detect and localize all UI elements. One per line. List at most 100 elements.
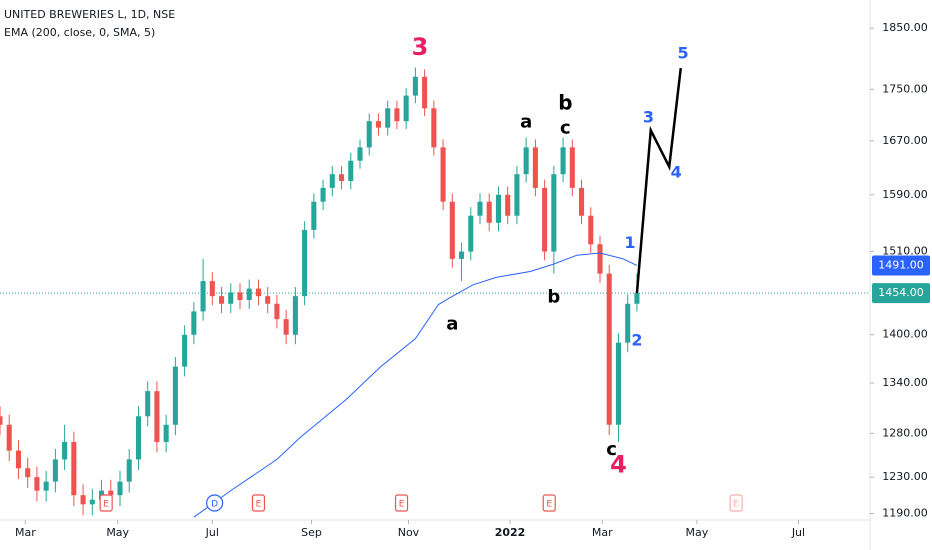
candle-body	[431, 108, 437, 148]
indicator-label: EMA (200, close, 0, SMA, 5)	[4, 26, 155, 39]
candle-body	[357, 147, 363, 161]
candle-body	[412, 76, 418, 96]
candle-body	[385, 108, 391, 128]
candle-body	[514, 174, 520, 216]
wave-label: a	[520, 111, 532, 132]
candle-body	[117, 481, 123, 496]
candle-body	[283, 319, 289, 335]
wave-label: a	[446, 314, 458, 335]
candle-body	[274, 303, 280, 320]
price-label-bg	[872, 255, 930, 276]
candle-body	[145, 391, 151, 417]
y-tick-label: 1850.00	[882, 21, 928, 34]
candle-body	[551, 174, 557, 252]
candle-body	[311, 201, 317, 230]
candle-body	[292, 296, 298, 335]
candle-body	[403, 95, 409, 122]
candle-body	[588, 215, 594, 245]
event-badge	[206, 494, 224, 512]
candle-body	[209, 281, 215, 297]
y-tick-label: 1670.00	[882, 134, 928, 147]
candle-body	[606, 273, 612, 425]
candle-body	[329, 174, 335, 188]
candle-body	[219, 296, 225, 304]
candle-body	[25, 468, 31, 478]
candle-body	[228, 292, 234, 304]
y-tick-label: 1190.00	[882, 507, 928, 520]
candle-body	[477, 201, 483, 216]
candle-body	[255, 288, 261, 297]
x-tick-label: Nov	[398, 526, 420, 539]
candle-body	[339, 174, 345, 182]
candle-body	[71, 441, 77, 496]
price-label: 1491.00	[878, 258, 924, 271]
event-badge	[394, 494, 409, 512]
event-marker: E	[542, 494, 556, 512]
event-badge	[251, 494, 266, 512]
candle-body	[495, 194, 501, 223]
candle-body	[191, 311, 197, 335]
candle-body	[265, 296, 271, 304]
wave-label: c	[606, 439, 617, 460]
y-tick-label: 1590.00	[882, 188, 928, 201]
candle-body	[394, 108, 400, 122]
event-marker: D	[206, 494, 224, 512]
candle-body	[579, 187, 585, 216]
x-tick-label: Jul	[205, 526, 219, 539]
candle-body	[135, 416, 141, 460]
event-label: E	[256, 500, 262, 510]
wave-label: 5	[678, 44, 689, 63]
candle-body	[560, 147, 566, 175]
candle-body	[0, 416, 3, 425]
candle-body	[615, 342, 621, 425]
wave-projection	[635, 67, 683, 294]
candle-body	[375, 121, 381, 128]
candle-body	[468, 215, 474, 252]
event-label: E	[733, 500, 739, 510]
candle-body	[163, 424, 169, 442]
candle-body	[154, 391, 160, 442]
event-marker: E	[99, 494, 113, 512]
y-tick-label: 1510.00	[882, 245, 928, 258]
candle-body	[126, 459, 132, 482]
event-label: E	[103, 500, 109, 510]
candle-body	[34, 477, 40, 491]
candle-body	[246, 288, 252, 300]
x-tick-label: Jul	[791, 526, 805, 539]
x-tick-label: May	[106, 526, 129, 539]
x-tick-label: Mar	[15, 526, 36, 539]
ema-line	[193, 252, 638, 518]
x-tick-label: Mar	[592, 526, 613, 539]
wave-label: b	[547, 287, 560, 308]
candle-body	[52, 459, 58, 482]
price-label-bg	[872, 283, 930, 304]
candle-body	[569, 147, 575, 188]
candle-body	[6, 424, 12, 451]
x-tick-label: 2022	[495, 526, 526, 539]
x-tick-label: Sep	[301, 526, 322, 539]
candle-body	[422, 76, 428, 109]
candle-body	[440, 147, 446, 202]
candle-body	[634, 293, 640, 304]
wave-label: 2	[631, 331, 642, 350]
candle-body	[532, 147, 538, 188]
event-marker: E	[251, 494, 266, 512]
wave-label: 3	[643, 107, 654, 126]
x-tick-label: May	[686, 526, 709, 539]
event-marker: E	[729, 494, 743, 512]
candle-body	[43, 481, 49, 491]
candle-body	[172, 366, 178, 425]
chart-title: UNITED BREWERIES L, 1D, NSE	[4, 8, 175, 21]
candle-body	[505, 194, 511, 216]
wave-label: c	[560, 117, 571, 138]
event-label: D	[211, 500, 218, 510]
wave-label: 4	[671, 162, 682, 181]
candle-body	[200, 281, 206, 312]
candle-body	[237, 292, 243, 300]
price-label: 1454.00	[878, 286, 924, 299]
wave-label: 1	[624, 233, 635, 252]
candle-body	[366, 121, 372, 148]
event-label: E	[399, 500, 405, 510]
candle-body	[542, 187, 548, 252]
